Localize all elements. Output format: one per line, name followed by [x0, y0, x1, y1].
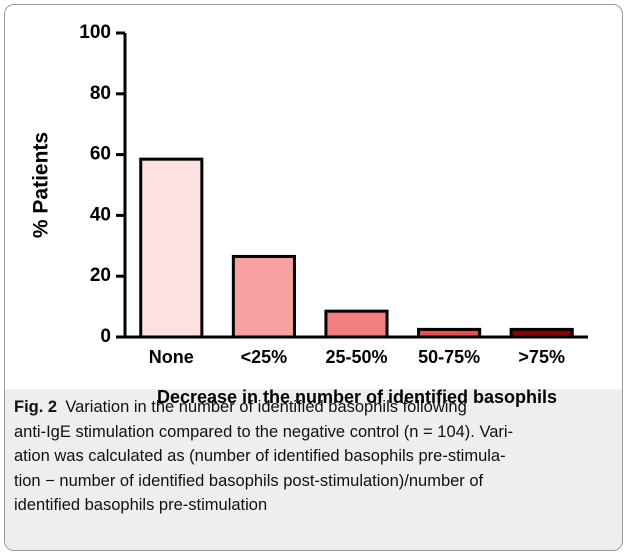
bar [417, 327, 482, 339]
caption-line: Variation in the number of identified ba… [65, 398, 467, 416]
y-axis-title: % Patients [30, 132, 53, 238]
chart: % Patients Decrease in the number of ide… [30, 22, 588, 407]
x-tick-label: None [149, 347, 194, 367]
caption-line: identified basophils pre-stimulation [14, 496, 268, 514]
caption-line: tion − number of identified basophils po… [14, 471, 484, 490]
x-tick-label: <25% [241, 347, 288, 367]
x-tick-label: 25-50% [325, 347, 387, 367]
bar [509, 327, 574, 339]
y-tick-label: 40 [90, 204, 111, 225]
x-axis-title: Decrease in the number of identified bas… [157, 387, 557, 407]
y-tick-label: 60 [90, 144, 111, 165]
bar [231, 254, 296, 339]
x-tick-label: >75% [518, 347, 565, 367]
bar [139, 157, 204, 339]
caption-line-row: tion − number of identified basophils po… [14, 469, 513, 494]
caption-line-row: Fig. 2 Variation in the number of identi… [14, 395, 513, 420]
caption: Fig. 2 Variation in the number of identi… [14, 395, 513, 518]
caption-line-row: anti-IgE stimulation compared to the neg… [14, 420, 513, 445]
y-tick-label: 100 [79, 22, 111, 43]
bar [324, 309, 389, 339]
caption-line: anti-IgE stimulation compared to the neg… [14, 422, 514, 441]
caption-line: ation was calculated as (number of ident… [14, 447, 506, 465]
y-tick-label: 80 [90, 83, 111, 104]
caption-line-row: identified basophils pre-stimulation [14, 493, 513, 518]
x-tick-label: 50-75% [418, 347, 480, 367]
figure-frame: Fig. 2 Variation in the number of identi… [4, 4, 623, 551]
caption-line-row: ation was calculated as (number of ident… [14, 444, 513, 469]
caption-box: Fig. 2 Variation in the number of identi… [5, 389, 622, 550]
y-tick-label: 20 [90, 265, 111, 286]
caption-label: Fig. 2 [14, 398, 58, 416]
y-tick-label: 0 [100, 326, 111, 347]
